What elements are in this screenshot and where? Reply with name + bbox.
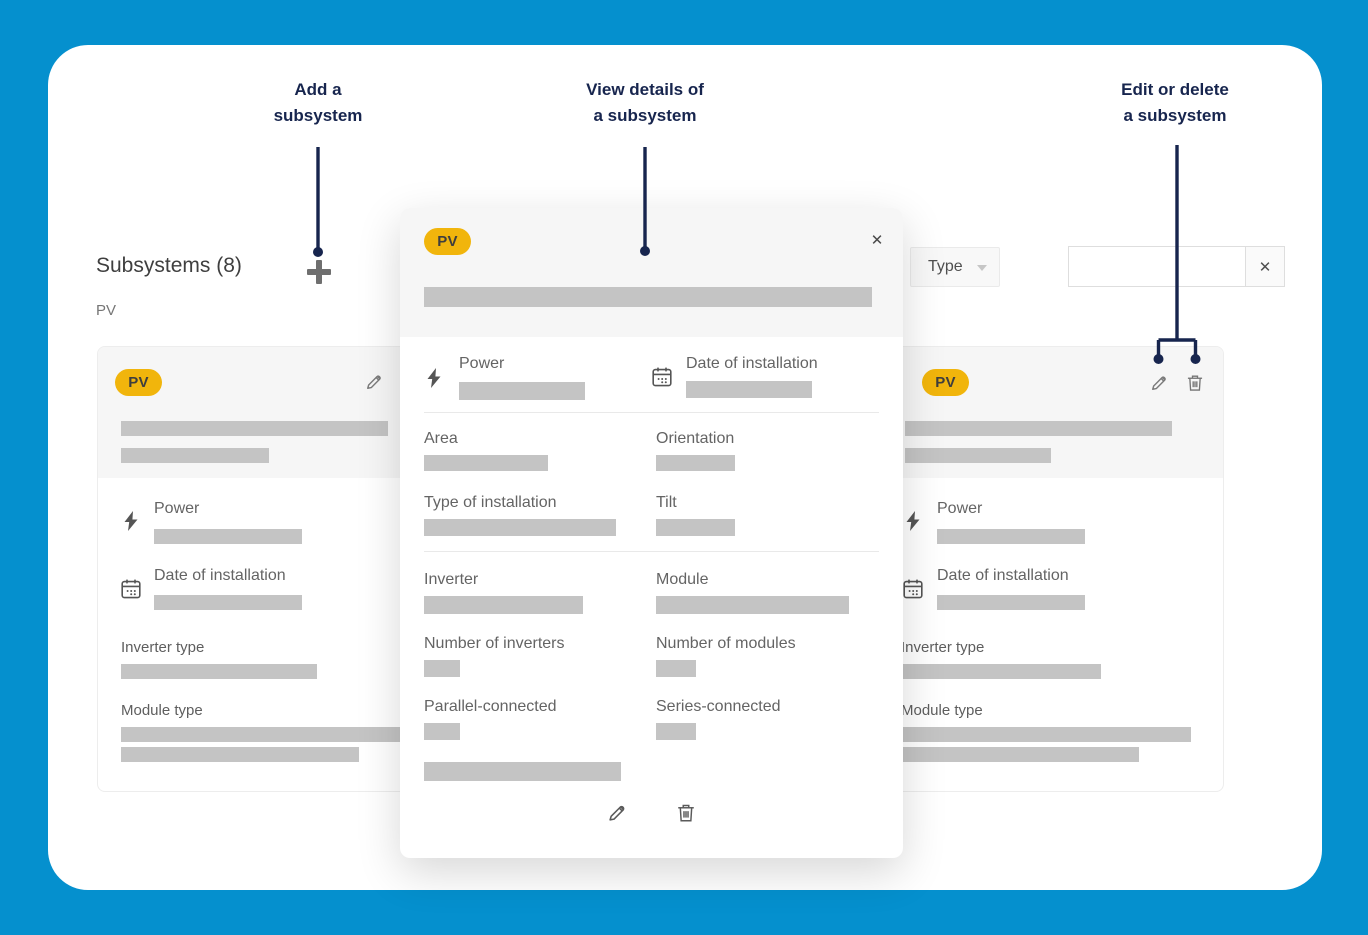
redacted-value-bar: [424, 723, 460, 740]
close-icon: ✕: [870, 232, 884, 249]
card-header: PV: [98, 347, 426, 478]
edit-pencil-icon[interactable]: [364, 372, 384, 392]
search-box: ✕: [1068, 246, 1285, 287]
pv-badge: PV: [922, 369, 969, 396]
orientation-label: Orientation: [656, 430, 735, 447]
redacted-value-bar: [656, 455, 735, 471]
redacted-value-bar: [937, 595, 1085, 610]
delete-trash-icon[interactable]: [675, 802, 697, 824]
redacted-value-bar: [424, 455, 548, 471]
redacted-value-bar: [121, 727, 406, 742]
search-input[interactable]: [1069, 247, 1245, 286]
power-label: Power: [459, 355, 505, 372]
clear-search-button[interactable]: ✕: [1245, 247, 1284, 286]
type-filter-dropdown[interactable]: Type: [910, 247, 1000, 287]
power-bolt-icon: [427, 368, 441, 388]
redacted-value-bar: [424, 596, 583, 614]
annotation-line: subsystem: [273, 106, 363, 125]
card-header: PV: [879, 347, 1223, 478]
subsystem-details-modal: PV ✕ Power Date of installation Area Ori…: [400, 208, 903, 858]
redacted-value-bar: [656, 723, 696, 740]
clear-icon: ✕: [1258, 258, 1272, 276]
type-of-installation-label: Type of installation: [424, 494, 557, 511]
redacted-value-bar: [903, 747, 1139, 762]
annotation-line: Add a: [294, 80, 342, 99]
redacted-value-bar: [459, 382, 585, 400]
redacted-value-bar: [424, 519, 616, 536]
divider: [424, 412, 879, 413]
annotation-line: Edit or delete: [1121, 80, 1229, 99]
redacted-title-bar: [905, 421, 1172, 436]
date-of-installation-label: Date of installation: [937, 567, 1069, 584]
redacted-value-bar: [903, 664, 1101, 679]
pv-badge: PV: [115, 369, 162, 396]
edit-pencil-icon[interactable]: [606, 802, 628, 824]
redacted-subtitle-bar: [905, 448, 1051, 463]
inverter-type-label: Inverter type: [121, 639, 205, 656]
annotation-view-details: View details of a subsystem: [545, 77, 745, 129]
power-label: Power: [154, 500, 200, 517]
redacted-value-bar: [424, 762, 621, 781]
redacted-value-bar: [154, 595, 302, 610]
tilt-label: Tilt: [656, 494, 677, 511]
module-type-label: Module type: [901, 702, 983, 719]
modal-header: PV ✕: [400, 208, 903, 337]
redacted-value-bar: [903, 727, 1191, 742]
module-type-label: Module type: [121, 702, 203, 719]
subsystem-card-right[interactable]: PV Power: [878, 346, 1224, 792]
close-button[interactable]: ✕: [867, 230, 887, 250]
number-of-inverters-label: Number of inverters: [424, 635, 565, 652]
annotation-line: a subsystem: [593, 106, 697, 125]
chevron-down-icon: [977, 265, 987, 271]
annotation-edit-delete: Edit or delete a subsystem: [1075, 77, 1275, 129]
parallel-connected-label: Parallel-connected: [424, 698, 557, 715]
redacted-value-bar: [686, 381, 812, 398]
series-connected-label: Series-connected: [656, 698, 781, 715]
area-label: Area: [424, 430, 458, 447]
annotation-line: a subsystem: [1123, 106, 1227, 125]
annotation-line: View details of: [586, 80, 704, 99]
inverter-type-label: Inverter type: [901, 639, 985, 656]
redacted-value-bar: [154, 529, 302, 544]
power-bolt-icon: [124, 511, 138, 531]
annotation-add-subsystem: Add a subsystem: [238, 77, 398, 129]
redacted-value-bar: [656, 660, 696, 677]
redacted-value-bar: [121, 664, 317, 679]
add-subsystem-button[interactable]: [305, 258, 333, 286]
calendar-icon: [121, 579, 141, 599]
calendar-icon: [903, 579, 923, 599]
redacted-value-bar: [937, 529, 1085, 544]
edit-pencil-icon[interactable]: [1149, 373, 1169, 393]
power-bolt-icon: [906, 511, 920, 531]
redacted-subtitle-bar: [121, 448, 269, 463]
inverter-label: Inverter: [424, 571, 479, 588]
delete-trash-icon[interactable]: [1185, 373, 1205, 393]
page-title: Subsystems (8): [96, 254, 242, 277]
number-of-modules-label: Number of modules: [656, 635, 796, 652]
pv-badge: PV: [424, 228, 471, 255]
module-label: Module: [656, 571, 709, 588]
type-filter-label: Type: [928, 258, 963, 275]
redacted-value-bar: [121, 747, 359, 762]
power-label: Power: [937, 500, 983, 517]
subsystem-type-caption: PV: [96, 302, 117, 319]
date-of-installation-label: Date of installation: [686, 355, 818, 372]
subsystem-card-left[interactable]: PV Power Date of installation Inve: [97, 346, 427, 792]
redacted-title-bar: [121, 421, 388, 436]
redacted-value-bar: [656, 596, 849, 614]
date-of-installation-label: Date of installation: [154, 567, 286, 584]
divider: [424, 551, 879, 552]
redacted-value-bar: [424, 660, 460, 677]
plus-icon: [316, 260, 322, 284]
calendar-icon: [652, 367, 672, 387]
redacted-value-bar: [656, 519, 735, 536]
redacted-title-bar: [424, 287, 872, 307]
